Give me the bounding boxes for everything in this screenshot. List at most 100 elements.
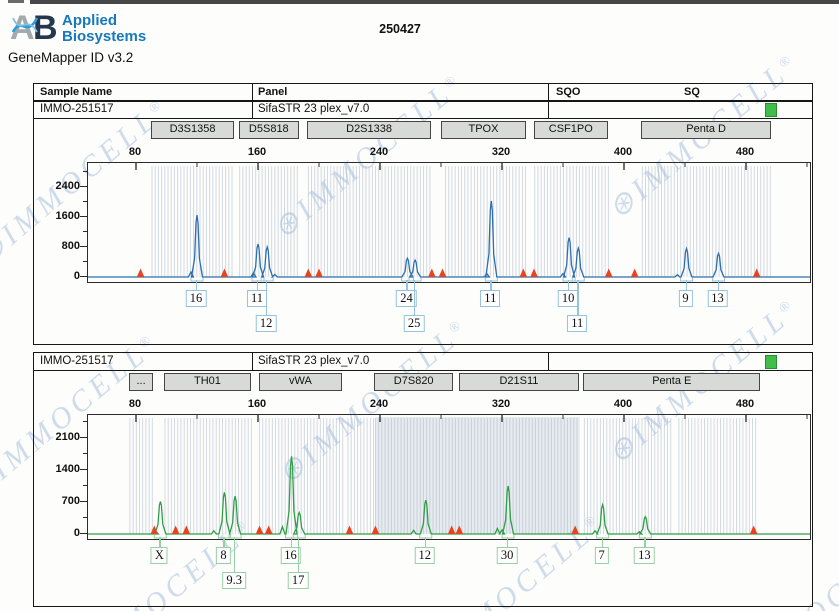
allele-connector-line — [234, 537, 236, 572]
x-axis-labels: 80 160 240 320 400 480 — [34, 398, 812, 412]
sample-panel-block-1: IMMO-251517 SifaSTR 23 plex_v7.0 D3S1358… — [33, 100, 813, 345]
y-tick-label: 2400 — [55, 180, 80, 192]
y-minor-tick — [83, 421, 87, 423]
y-minor-tick — [83, 171, 87, 173]
allele-connector-line — [257, 280, 259, 290]
column-divider — [548, 353, 549, 370]
allele-label-csf1po-11: 11 — [567, 315, 588, 332]
allele-connector-line — [644, 537, 646, 547]
sq-quality-indicator — [765, 103, 777, 117]
offscale-marker-icon — [264, 525, 273, 534]
offscale-marker-icon — [630, 268, 639, 277]
results-table-header: Sample Name Panel SQO SQ — [33, 83, 813, 102]
allele-connector-line — [159, 537, 161, 547]
col-header-sqo: SQO — [556, 86, 581, 98]
allele-label-strip: X 8 9.3 16 17 12 30 7 13 — [34, 353, 812, 606]
allele-bin-band — [534, 166, 609, 277]
svg-text:Applied: Applied — [62, 12, 117, 29]
offscale-marker-icon — [182, 525, 191, 534]
allele-label--x: X — [150, 547, 168, 564]
allele-label-pentad-9: 9 — [678, 290, 693, 307]
offscale-marker-icon — [447, 525, 456, 534]
fluorescence-trace — [88, 456, 810, 535]
allele-bin-band — [374, 417, 580, 534]
x-tick-label: 320 — [491, 146, 511, 158]
offscale-marker-icon — [455, 525, 464, 534]
allele-label-csf1po-10: 10 — [557, 290, 579, 307]
allele-connector-line — [266, 280, 268, 315]
panel-name-cell: SifaSTR 23 plex_v7.0 — [258, 355, 370, 367]
allele-bin-band — [347, 418, 375, 534]
offscale-marker-icon — [749, 525, 758, 534]
scan-artifact-stub — [8, 0, 24, 3]
allele-connector-line — [568, 280, 570, 290]
applied-biosystems-logo: A B Applied Biosystems — [10, 8, 170, 55]
marker-box-d2s1338: D2S1338 — [307, 121, 431, 139]
y-tick-label: 0 — [73, 527, 80, 539]
y-tick-label: 2100 — [55, 431, 80, 443]
scan-artifact-bar — [30, 0, 839, 4]
marker-box-pentad: Penta D — [641, 121, 771, 139]
offscale-marker-icon — [571, 525, 579, 534]
allele-connector-line — [685, 280, 687, 290]
svg-text:A: A — [10, 9, 35, 47]
y-tick-label: 0 — [73, 270, 80, 282]
allele-connector-line — [290, 537, 292, 547]
marker-box-d3s1358: D3S1358 — [151, 121, 235, 139]
y-tick-label: 1400 — [55, 463, 80, 475]
x-tick-label: 400 — [613, 146, 633, 158]
marker-box-d7s820: D7S820 — [374, 373, 453, 391]
column-divider — [548, 101, 549, 118]
allele-label-pentad-13: 13 — [707, 290, 728, 307]
column-divider — [548, 84, 549, 101]
offscale-marker-icon — [150, 525, 159, 534]
svg-text:Biosystems: Biosystems — [62, 28, 146, 45]
y-tick-mark — [80, 469, 87, 471]
marker-strip: D3S1358 D5S818 D2S1338 TPOX CSF1PO Penta D — [87, 121, 809, 140]
allele-bin-band — [583, 418, 672, 534]
y-tick-mark — [80, 501, 87, 503]
panel-name-cell: SifaSTR 23 plex_v7.0 — [258, 103, 370, 115]
column-divider — [252, 101, 253, 118]
offscale-marker-icon — [345, 525, 354, 534]
offscale-marker-icon — [438, 268, 447, 277]
sample-panel-block-2: IMMO-251517 SifaSTR 23 plex_v7.0 ... TH01… — [33, 352, 813, 607]
marker-box-th01: TH01 — [163, 373, 251, 391]
offscale-marker-icon — [604, 268, 613, 277]
y-tick-label: 1600 — [55, 210, 80, 222]
offscale-marker-icon — [519, 268, 528, 277]
allele-bin-band — [678, 418, 757, 534]
allele-connector-line — [414, 280, 416, 315]
allele-bin-band — [641, 166, 771, 277]
allele-label-d3s1358-16: 16 — [185, 290, 207, 307]
offscale-marker-icon — [255, 525, 264, 534]
y-axis: 0 800 1600 2400 — [34, 101, 87, 344]
allele-connector-line — [717, 280, 719, 290]
allele-label-vwa-17: 17 — [287, 572, 309, 589]
x-tick-label: 320 — [491, 398, 511, 410]
y-tick-mark — [80, 186, 87, 188]
x-tick-label: 240 — [369, 398, 389, 410]
ab-logo-icon: A B Applied Biosystems — [10, 9, 146, 47]
y-tick-mark — [80, 533, 87, 535]
sample-name-cell: IMMO-251517 — [40, 355, 114, 367]
y-tick-label: 800 — [61, 240, 80, 252]
offscale-marker-icon — [171, 525, 180, 534]
offscale-marker-icon — [371, 525, 380, 534]
marker-box-vwa: vWA — [258, 373, 343, 391]
column-divider — [252, 353, 253, 370]
allele-label-vwa-16: 16 — [280, 547, 301, 564]
electropherogram-plot — [87, 162, 811, 283]
allele-bin-band — [259, 418, 344, 534]
allele-bin-band — [445, 166, 527, 277]
electropherogram-plot — [87, 414, 811, 540]
marker-strip: ... TH01 vWA D7S820 D21S11 Penta E — [87, 373, 809, 392]
y-minor-tick — [83, 201, 87, 203]
allele-label-d7s820-12: 12 — [414, 547, 435, 564]
y-tick-label: 700 — [61, 495, 80, 507]
offscale-marker-icon — [136, 268, 145, 277]
x-tick-label: 480 — [735, 146, 755, 158]
allele-label-pentae-13: 13 — [634, 547, 655, 564]
marker-box-csf1po: CSF1PO — [533, 121, 608, 139]
allele-label-pentae-7: 7 — [594, 547, 609, 564]
